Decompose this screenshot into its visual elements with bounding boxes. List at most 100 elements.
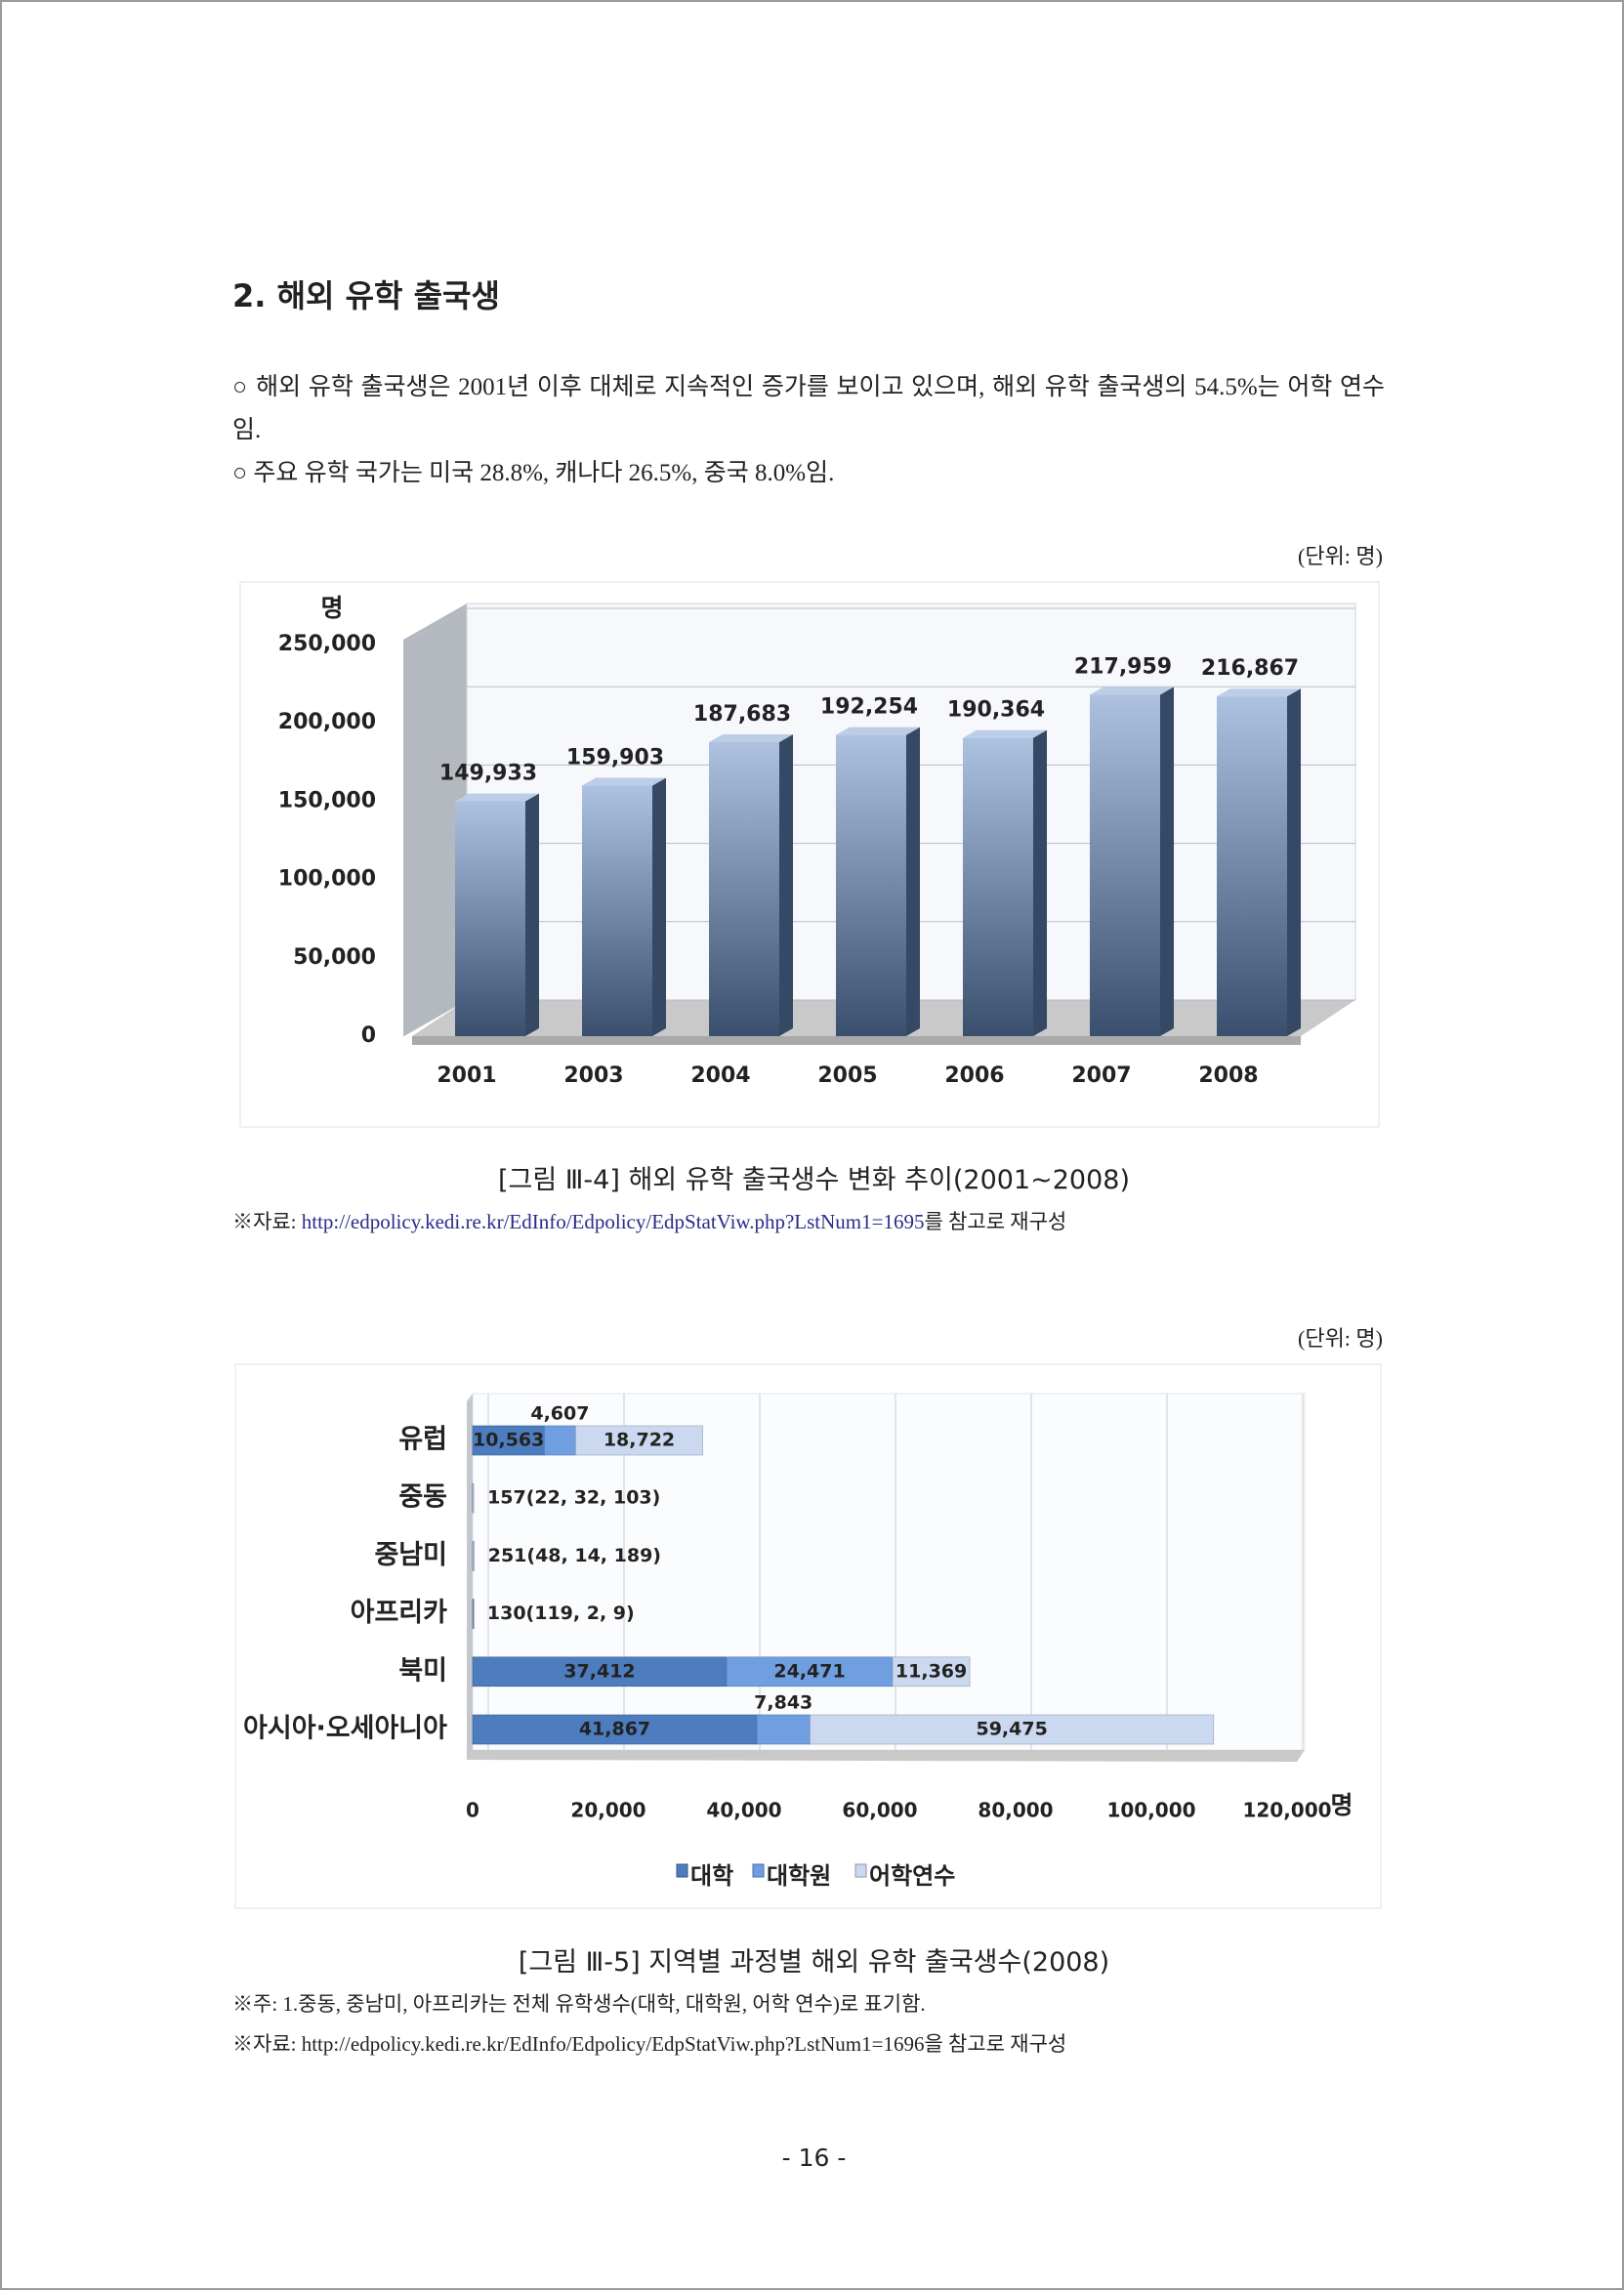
- left-wall: [403, 604, 467, 1036]
- y-axis-label: 명: [320, 594, 343, 622]
- bar-side: [1033, 729, 1047, 1036]
- x-tick-label: 2006: [944, 1063, 1004, 1088]
- value-label: 37,412: [563, 1660, 635, 1682]
- paragraph: ○ 주요 유학 국가는 미국 28.8%, 캐나다 26.5%, 중국 8.0%…: [232, 460, 835, 486]
- left-wall: [467, 1394, 473, 1760]
- bar-top: [709, 733, 793, 742]
- bar-segment: [472, 1714, 758, 1745]
- bar: [836, 734, 906, 1036]
- bar-side: [1160, 687, 1174, 1036]
- bar-top: [582, 777, 666, 786]
- category-label: 중동: [398, 1482, 447, 1513]
- bar: [709, 741, 779, 1036]
- value-label: 41,867: [579, 1719, 650, 1740]
- value-label: 59,475: [976, 1719, 1047, 1740]
- value-label: 7,843: [754, 1692, 812, 1714]
- bar-segment: [810, 1714, 1215, 1745]
- y-tick-label: 100,000: [278, 867, 376, 892]
- annotation: 157(22, 32, 103): [487, 1487, 660, 1509]
- legend-label: 대학원: [767, 1862, 831, 1890]
- bar-top: [836, 727, 920, 735]
- category-label: 북미: [398, 1655, 447, 1686]
- y-tick-label: 50,000: [293, 945, 376, 970]
- bar: [963, 737, 1033, 1036]
- paragraphs: ○ 해외 유학 출국생은 2001년 이후 대체로 지속적인 증가를 보이고 있…: [232, 366, 1385, 495]
- value-label: 149,933: [439, 762, 537, 786]
- x-tick-label: 0: [466, 1799, 479, 1822]
- category-label: 중남미: [374, 1540, 447, 1570]
- x-tick-label: 40,000: [706, 1799, 781, 1822]
- category-label: 아프리카: [351, 1598, 448, 1628]
- x-tick-label: 120,000: [1242, 1799, 1331, 1822]
- value-label: 217,959: [1074, 654, 1172, 679]
- x-tick-label: 2005: [817, 1063, 877, 1088]
- source-suffix: 를 참고로 재구성: [924, 1210, 1067, 1233]
- x-tick-label: 2004: [690, 1063, 750, 1088]
- bar-side: [779, 733, 793, 1036]
- bar-segment: [473, 1482, 475, 1514]
- y-tick-label: 150,000: [278, 788, 376, 813]
- bar-segment: [473, 1541, 476, 1571]
- bar-side: [652, 777, 666, 1036]
- legend-swatch: [854, 1863, 867, 1878]
- bar: [582, 785, 652, 1036]
- y-tick-label: 200,000: [278, 710, 376, 734]
- page-number: - 16 -: [781, 2144, 847, 2172]
- caption: [그림 Ⅲ-4] 해외 유학 출국생수 변화 추이(2001~2008): [498, 1165, 1130, 1195]
- legend-label: 대학: [690, 1862, 733, 1890]
- legend-swatch: [752, 1863, 765, 1878]
- note: ※주: 1.중동, 중남미, 아프리카는 전체 유학생수(대학, 대학원, 어학…: [232, 1992, 926, 2016]
- bar-segment: [472, 1425, 545, 1456]
- unit: (단위: 명): [1298, 1326, 1383, 1351]
- value-label: 4,607: [530, 1403, 589, 1425]
- grid-line: [402, 764, 1355, 802]
- bar-side: [906, 727, 920, 1036]
- value-label: 18,722: [604, 1430, 675, 1451]
- source-link: http://edpolicy.kedi.re.kr/EdInfo/Edpoli…: [301, 1210, 925, 1233]
- paragraph: ○ 해외 유학 출국생은 2001년 이후 대체로 지속적인 증가를 보이고 있…: [232, 374, 1385, 443]
- floor: [467, 1750, 1305, 1762]
- value-label: 192,254: [820, 695, 918, 720]
- value-label: 10,563: [473, 1430, 544, 1451]
- bar-top: [455, 793, 539, 802]
- category-label: 아시아·오세아니아: [243, 1714, 447, 1744]
- source: ※자료: http://edpolicy.kedi.re.kr/EdInfo/E…: [232, 2032, 1067, 2056]
- x-tick-label: 100,000: [1106, 1799, 1195, 1822]
- bar: [1217, 696, 1287, 1036]
- annotation: 130(119, 2, 9): [487, 1603, 635, 1624]
- bar: [1090, 694, 1160, 1036]
- heading: 2. 해외 유학 출국생: [232, 277, 500, 314]
- caption: [그림 Ⅲ-5] 지역별 과정별 해외 유학 출국생수(2008): [518, 1947, 1110, 1978]
- bar-segment: [544, 1425, 576, 1456]
- value-label: 159,903: [566, 746, 664, 771]
- bar-top: [1090, 687, 1174, 695]
- category-label: 유럽: [398, 1425, 447, 1455]
- bar-segment: [892, 1656, 971, 1688]
- x-tick-label: 2001: [437, 1063, 496, 1088]
- unit: (단위: 명): [1298, 544, 1383, 568]
- x-axis-label: 명: [1330, 1791, 1353, 1819]
- value-label: 24,471: [773, 1660, 845, 1682]
- source-prefix: ※자료:: [232, 1210, 302, 1233]
- legend-swatch: [676, 1863, 688, 1878]
- x-tick-label: 20,000: [570, 1799, 645, 1822]
- value-label: 216,867: [1201, 656, 1299, 681]
- bar-side: [1287, 688, 1301, 1036]
- bar-side: [525, 793, 539, 1036]
- bar: [455, 801, 525, 1036]
- value-label: 11,369: [895, 1660, 967, 1682]
- grid-line: [402, 607, 1355, 646]
- bar-segment: [756, 1714, 811, 1745]
- y-tick-label: 250,000: [278, 632, 376, 656]
- x-tick-label: 60,000: [842, 1799, 917, 1822]
- bar-top: [1217, 688, 1301, 697]
- x-tick-label: 2007: [1071, 1063, 1131, 1088]
- bar-top: [963, 729, 1047, 738]
- floor-edge: [412, 1036, 1301, 1045]
- legend-label: 어학연수: [869, 1862, 955, 1890]
- value-label: 187,683: [693, 702, 791, 727]
- annotation: 251(48, 14, 189): [488, 1545, 661, 1566]
- bar-segment: [726, 1656, 894, 1688]
